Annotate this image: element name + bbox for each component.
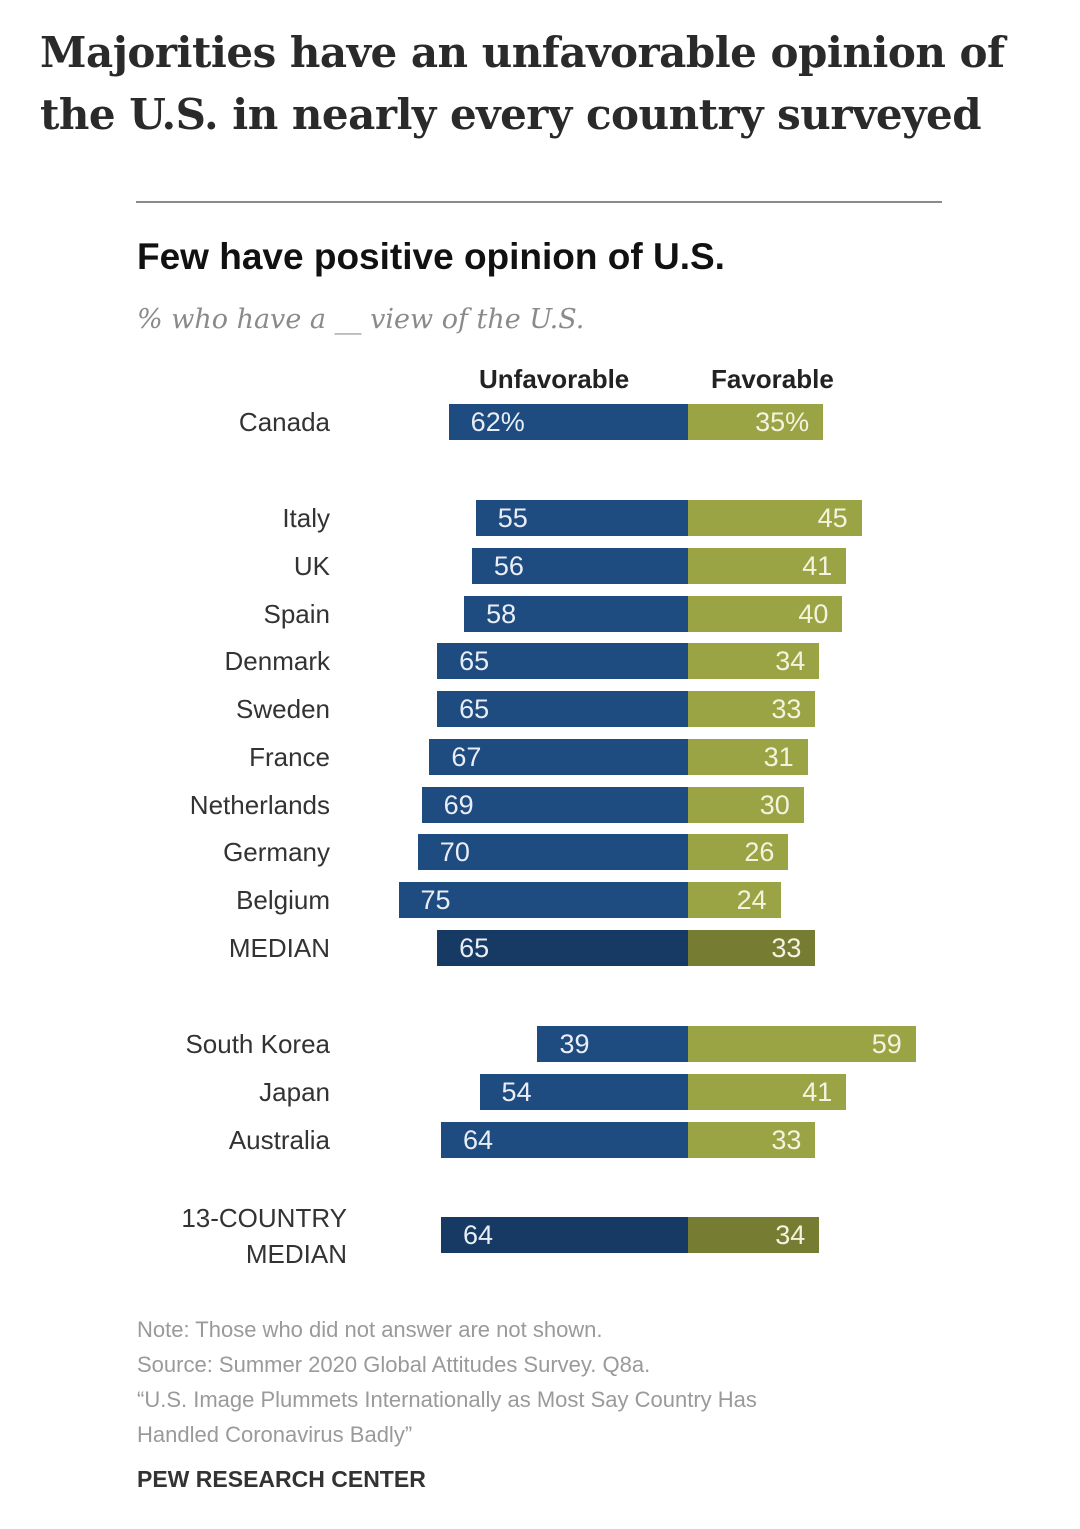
value-favorable-canada: 35% — [755, 407, 810, 437]
source-text: Source: Summer 2020 Global Attitudes Sur… — [137, 1352, 651, 1377]
report-title-line1: “U.S. Image Plummets Internationally as … — [137, 1387, 757, 1412]
row-label-denmark: Denmark — [224, 646, 330, 676]
bar-favorable-belgium — [688, 882, 781, 918]
legend-favorable: Favorable — [711, 364, 834, 394]
row-label-canada: Canada — [238, 407, 330, 437]
value-unfavorable-uk: 56 — [493, 551, 524, 581]
value-unfavorable-sweden: 65 — [459, 694, 490, 724]
value-unfavorable-australia: 64 — [462, 1125, 493, 1155]
bar-unfavorable-13-country-median — [440, 1217, 688, 1253]
row-label-belgium: Belgium — [236, 885, 330, 915]
bar-unfavorable-italy — [475, 500, 688, 536]
row-label-netherlands: Netherlands — [189, 790, 330, 820]
report-title-line2: Handled Coronavirus Badly” — [137, 1422, 413, 1447]
value-favorable-italy: 45 — [817, 503, 848, 533]
bar-favorable-13-country-median — [688, 1217, 820, 1253]
brand-logo-text: PEW RESEARCH CENTER — [137, 1466, 426, 1492]
bar-unfavorable-netherlands — [421, 787, 688, 823]
value-unfavorable-germany: 70 — [439, 837, 470, 867]
chart-notes: Note: Those who did not answer are not s… — [137, 1312, 937, 1452]
bar-unfavorable-japan — [479, 1074, 688, 1110]
legend-unfavorable: Unfavorable — [479, 364, 630, 394]
value-favorable-netherlands: 30 — [759, 790, 790, 820]
bar-unfavorable-belgium — [398, 882, 688, 918]
bar-favorable-sweden — [688, 691, 816, 727]
bar-unfavorable-sweden — [437, 691, 688, 727]
value-favorable-median: 33 — [771, 933, 802, 963]
value-favorable-south-korea: 59 — [871, 1029, 902, 1059]
value-unfavorable-italy: 55 — [497, 503, 528, 533]
value-favorable-sweden: 33 — [771, 694, 802, 724]
value-favorable-spain: 40 — [798, 599, 829, 629]
bar-favorable-netherlands — [688, 787, 804, 823]
row-label-sweden: Sweden — [236, 694, 330, 724]
value-favorable-germany: 26 — [744, 837, 775, 867]
bar-unfavorable-median — [437, 930, 688, 966]
value-unfavorable-denmark: 65 — [459, 646, 490, 676]
value-favorable-denmark: 34 — [775, 646, 806, 676]
bar-unfavorable-denmark — [437, 643, 688, 679]
row-label-13-country-median: 13-COUNTRY MEDIAN — [181, 1203, 347, 1269]
note-text: Note: Those who did not answer are not s… — [137, 1317, 603, 1342]
value-unfavorable-france: 67 — [451, 742, 482, 772]
bar-favorable-france — [688, 739, 808, 775]
row-label-spain: Spain — [263, 599, 331, 629]
bar-unfavorable-france — [429, 739, 688, 775]
value-unfavorable-belgium: 75 — [420, 885, 451, 915]
bar-favorable-canada — [688, 404, 824, 440]
bar-unfavorable-canada — [448, 404, 688, 440]
bar-favorable-germany — [688, 834, 789, 870]
row-label-france: France — [249, 742, 330, 772]
row-label-uk: UK — [293, 551, 330, 581]
value-favorable-france: 31 — [763, 742, 794, 772]
value-favorable-australia: 33 — [771, 1125, 802, 1155]
row-label-germany: Germany — [223, 837, 330, 867]
value-favorable-13-country-median: 34 — [775, 1220, 806, 1250]
row-label-australia: Australia — [228, 1125, 330, 1155]
headline: Majorities have an unfavorable opinion o… — [40, 28, 1005, 139]
value-unfavorable-13-country-median: 64 — [462, 1220, 493, 1250]
row-label-italy: Italy — [282, 503, 330, 533]
bar-favorable-uk — [688, 548, 847, 584]
bar-unfavorable-uk — [471, 548, 688, 584]
chart-subtitle: % who have a __ view of the U.S. — [137, 304, 585, 335]
value-unfavorable-spain: 58 — [486, 599, 517, 629]
value-favorable-belgium: 24 — [736, 885, 767, 915]
chart-title: Few have positive opinion of U.S. — [137, 236, 725, 277]
bar-unfavorable-south-korea — [537, 1026, 688, 1062]
value-unfavorable-median: 65 — [459, 933, 490, 963]
value-unfavorable-netherlands: 69 — [443, 790, 474, 820]
value-unfavorable-canada: 62% — [470, 407, 525, 437]
bar-favorable-median — [688, 930, 816, 966]
divider — [136, 201, 942, 203]
bar-unfavorable-germany — [417, 834, 688, 870]
value-unfavorable-japan: 54 — [501, 1077, 532, 1107]
bar-favorable-australia — [688, 1122, 816, 1158]
bar-unfavorable-spain — [464, 596, 688, 632]
bar-favorable-denmark — [688, 643, 820, 679]
row-label-south-korea: South Korea — [185, 1029, 330, 1059]
row-label-japan: Japan — [259, 1077, 330, 1107]
bar-favorable-south-korea — [688, 1026, 916, 1062]
value-favorable-japan: 41 — [802, 1077, 833, 1107]
value-unfavorable-south-korea: 39 — [559, 1029, 590, 1059]
row-label-median: MEDIAN — [228, 933, 330, 963]
bar-favorable-spain — [688, 596, 843, 632]
bar-favorable-italy — [688, 500, 862, 536]
bar-unfavorable-australia — [440, 1122, 688, 1158]
bar-favorable-japan — [688, 1074, 847, 1110]
value-favorable-uk: 41 — [802, 551, 833, 581]
